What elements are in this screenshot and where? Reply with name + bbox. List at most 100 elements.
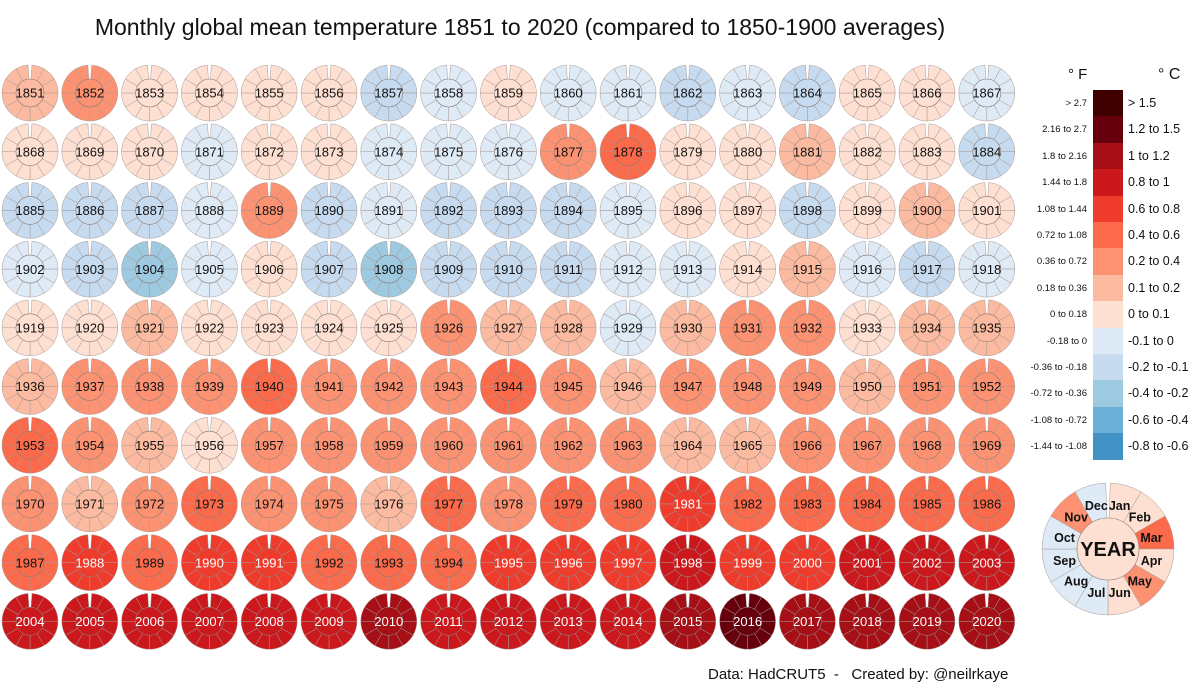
year-label: 1919 — [16, 320, 45, 335]
key-month-label: Oct — [1054, 531, 1076, 545]
year-label: 1872 — [255, 144, 284, 159]
legend-swatch — [1093, 354, 1123, 381]
annual-center — [195, 78, 224, 108]
year-wheel-1982: 1982 — [719, 475, 776, 533]
year-label: 1993 — [374, 555, 403, 570]
year-wheel-1913: 1913 — [659, 240, 717, 298]
year-wheel-2000: 2000 — [779, 534, 836, 591]
year-label: 2000 — [793, 555, 822, 570]
year-wheel-1984: 1984 — [838, 475, 896, 533]
key-month-label: Dec — [1085, 499, 1108, 513]
annual-center — [553, 137, 583, 166]
legend-label-celsius: -0.8 to -0.6 — [1128, 439, 1189, 454]
annual-center — [254, 254, 284, 284]
year-label: 1901 — [972, 203, 1001, 218]
annual-center — [494, 254, 523, 284]
legend-label-celsius: 0.1 to 0.2 — [1128, 280, 1181, 295]
year-label: 1960 — [434, 438, 463, 453]
annual-center — [434, 78, 463, 108]
annual-center — [972, 254, 1002, 284]
year-wheel-1960: 1960 — [420, 417, 477, 474]
annual-center — [494, 137, 523, 166]
year-wheel-1996: 1996 — [539, 534, 597, 591]
year-wheel-1919: 1919 — [1, 299, 59, 357]
year-label: 1864 — [793, 86, 822, 101]
year-wheel-1989: 1989 — [121, 534, 178, 591]
year-wheel-1986: 1986 — [958, 475, 1016, 533]
year-wheel-1974: 1974 — [240, 475, 298, 533]
year-label: 1894 — [554, 203, 583, 218]
year-label: 1963 — [614, 438, 643, 453]
annual-center — [793, 137, 822, 166]
year-label: 1917 — [913, 262, 942, 277]
year-wheel-1973: 1973 — [181, 475, 238, 533]
year-wheel-1856: 1856 — [300, 64, 358, 122]
year-label: 1979 — [554, 497, 583, 512]
year-wheel-1955: 1955 — [121, 417, 178, 474]
key-month-label: Sep — [1053, 554, 1076, 568]
year-wheel-1937: 1937 — [61, 358, 119, 415]
year-label: 1862 — [673, 86, 702, 101]
annual-center — [434, 137, 463, 166]
year-wheel-1956: 1956 — [181, 417, 238, 474]
annual-center — [254, 137, 284, 166]
year-wheel-1904: 1904 — [121, 240, 178, 298]
legend-label-fahrenheit: 0.18 to 0.36 — [1036, 282, 1087, 294]
year-wheel-1927: 1927 — [480, 299, 537, 357]
year-label: 1881 — [793, 144, 822, 159]
year-label: 1968 — [913, 438, 942, 453]
annual-center — [314, 78, 344, 108]
year-wheel-1968: 1968 — [898, 417, 956, 474]
year-label: 2015 — [673, 614, 702, 629]
year-wheel-1987: 1987 — [1, 534, 59, 591]
year-wheel-1967: 1967 — [838, 417, 896, 474]
year-wheel-1859: 1859 — [480, 64, 537, 122]
year-wheel-1892: 1892 — [420, 182, 477, 239]
legend-label-celsius: -0.1 to 0 — [1128, 333, 1174, 348]
year-label: 1955 — [135, 438, 164, 453]
year-wheel-1918: 1918 — [958, 240, 1016, 298]
year-label: 1887 — [135, 203, 164, 218]
year-wheel-1977: 1977 — [420, 475, 477, 533]
year-label: 1902 — [16, 262, 45, 277]
legend-label-fahrenheit: -0.72 to -0.36 — [1030, 388, 1087, 400]
annual-center — [793, 78, 822, 108]
year-wheel-1985: 1985 — [898, 475, 956, 533]
legend-swatch — [1093, 433, 1123, 460]
year-label: 1980 — [614, 497, 643, 512]
year-label: 1937 — [75, 379, 104, 394]
year-label: 1910 — [494, 262, 523, 277]
year-label: 1858 — [434, 86, 463, 101]
legend-label-fahrenheit: 1.8 to 2.16 — [1042, 150, 1087, 162]
annual-center — [613, 254, 643, 284]
year-label: 1954 — [75, 438, 104, 453]
year-wheel-1966: 1966 — [779, 417, 836, 474]
year-label: 1932 — [793, 320, 822, 335]
year-wheel-1900: 1900 — [898, 182, 956, 239]
year-wheel-1894: 1894 — [539, 182, 597, 239]
year-label: 1949 — [793, 379, 822, 394]
legend-swatch — [1093, 116, 1123, 143]
year-wheel-1865: 1865 — [838, 64, 896, 122]
annual-center — [135, 78, 164, 108]
key-month-label: Jun — [1109, 586, 1131, 600]
year-wheel-2008: 2008 — [240, 593, 298, 650]
year-wheel-2003: 2003 — [958, 534, 1016, 591]
annual-center — [912, 254, 942, 284]
year-label: 1878 — [614, 144, 643, 159]
annual-center — [733, 137, 762, 166]
year-label: 1962 — [554, 438, 583, 453]
annual-center — [135, 254, 164, 284]
year-wheel-1906: 1906 — [240, 240, 298, 298]
year-wheel-1893: 1893 — [480, 182, 537, 239]
year-label: 1976 — [374, 497, 403, 512]
annual-center — [972, 78, 1002, 108]
year-wheel-1959: 1959 — [360, 417, 418, 474]
year-label: 2011 — [435, 614, 463, 629]
year-label: 1871 — [195, 144, 224, 159]
year-label: 1865 — [853, 86, 882, 101]
year-wheel-1889: 1889 — [240, 182, 298, 239]
legend-swatch — [1093, 142, 1123, 170]
year-label: 1953 — [16, 438, 45, 453]
legend-label-fahrenheit: 2.16 to 2.7 — [1042, 124, 1087, 136]
